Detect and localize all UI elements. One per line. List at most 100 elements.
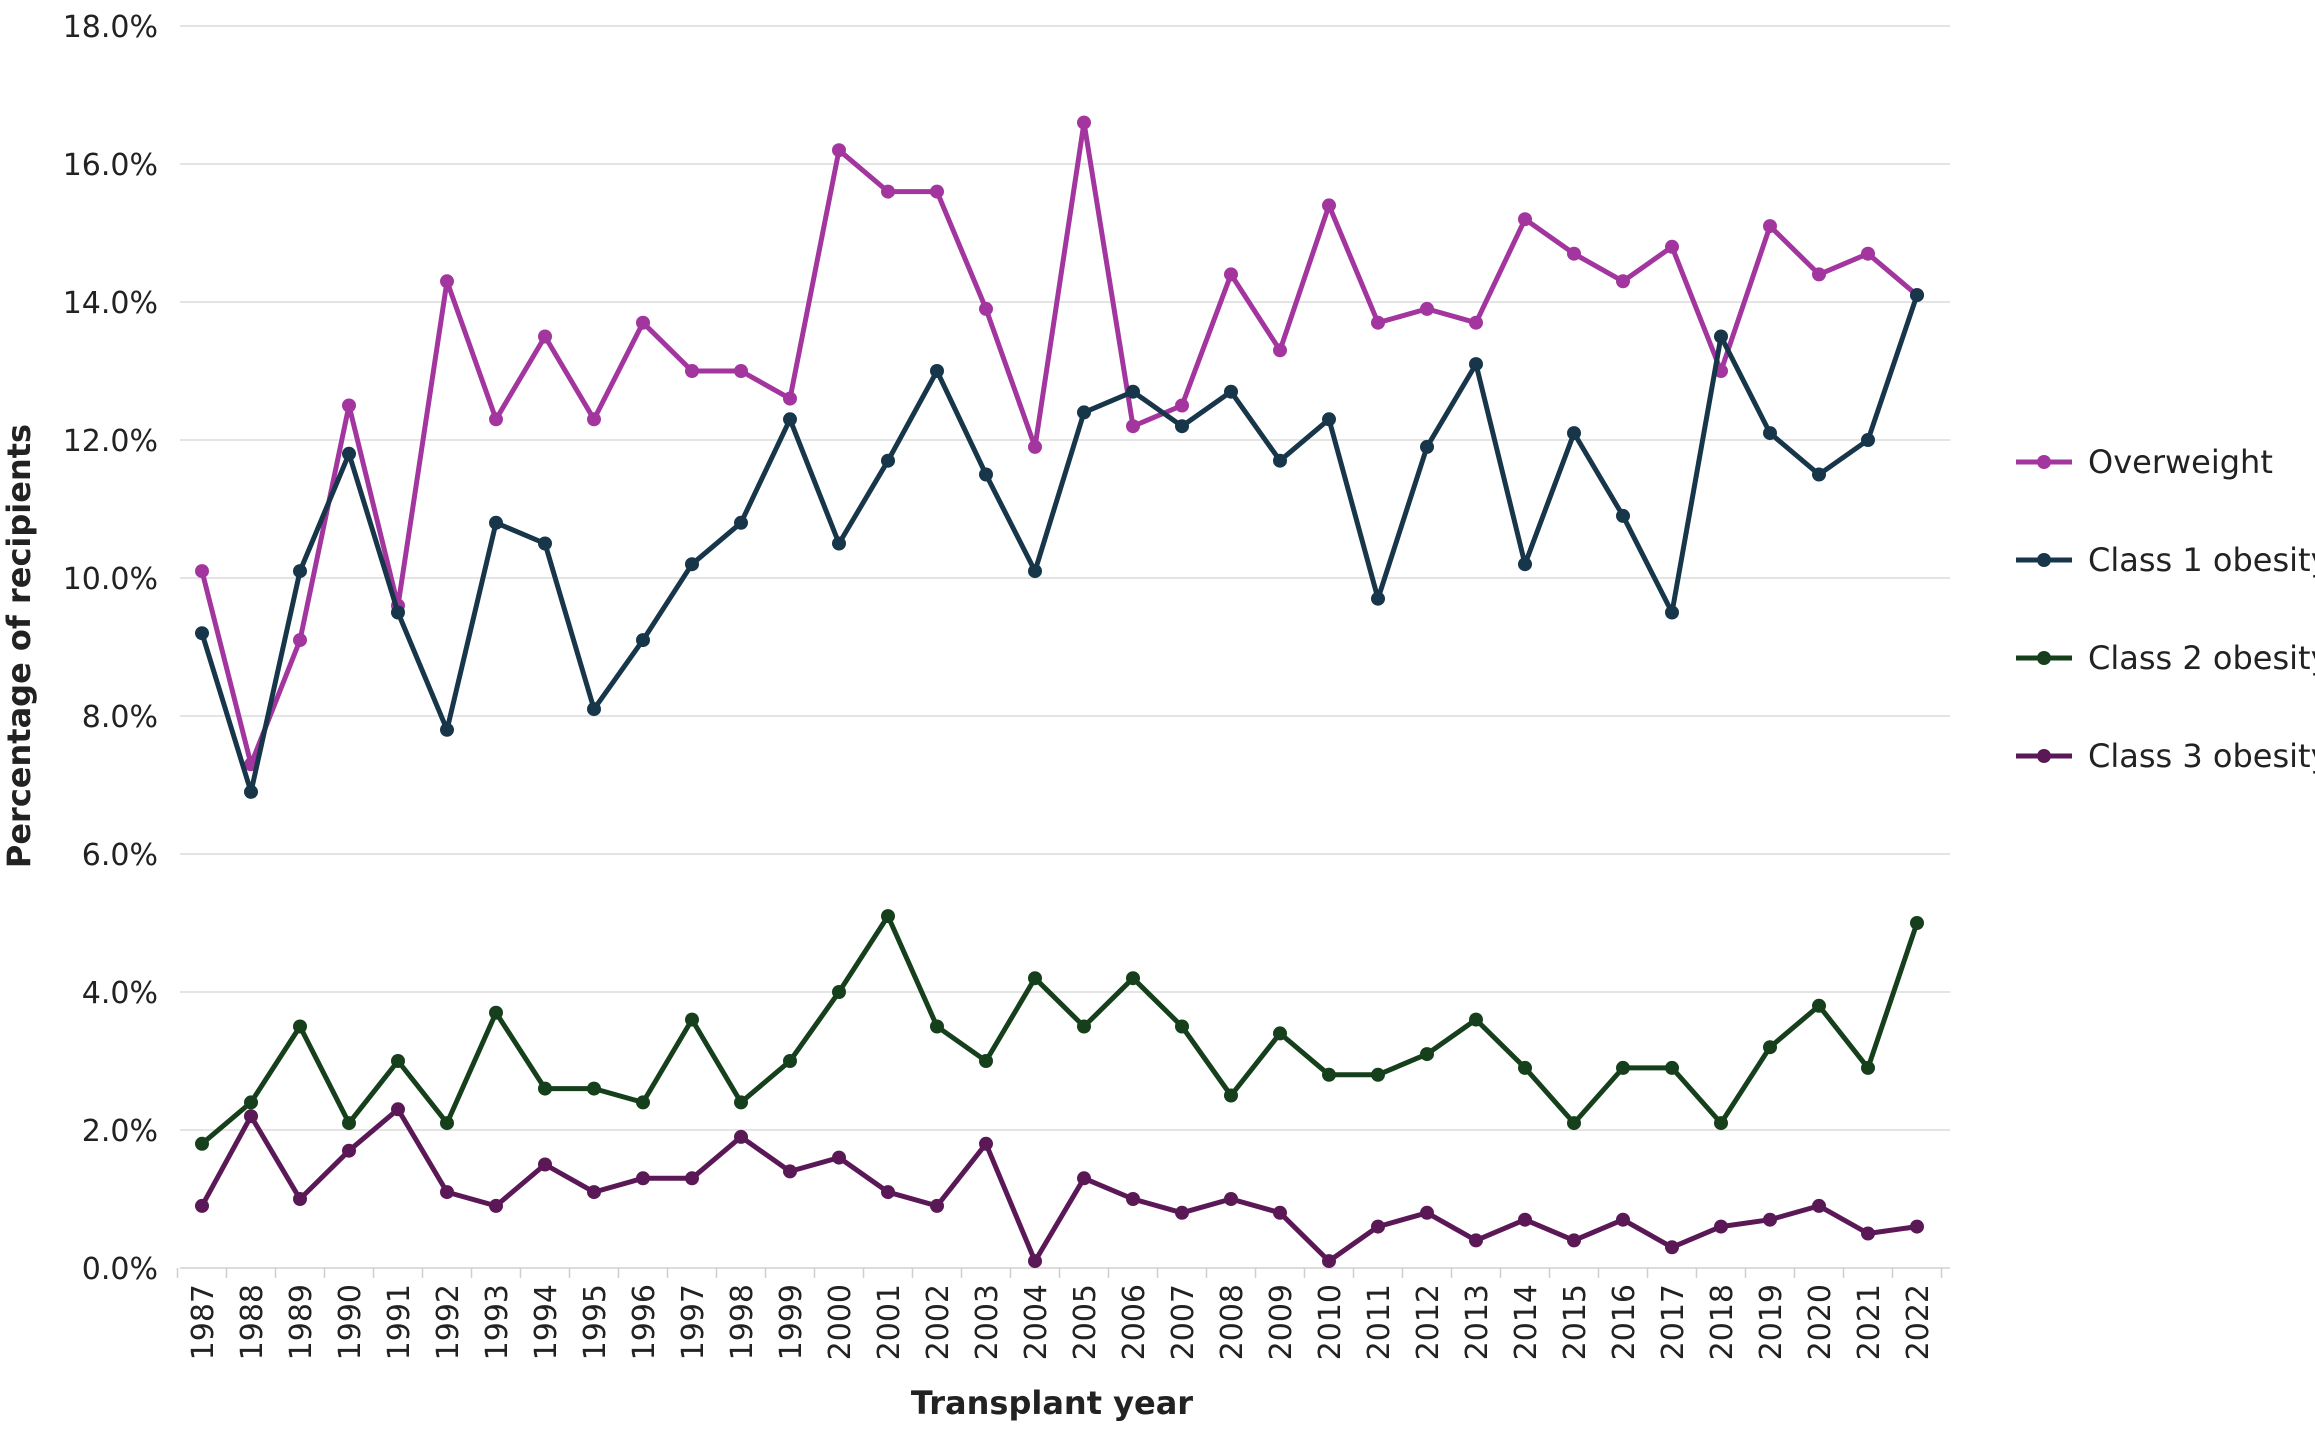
y-tick-label: 12.0% (63, 424, 158, 459)
data-point-class-2-obesity (440, 1116, 454, 1131)
data-point-class-3-obesity (1028, 1254, 1042, 1269)
data-point-class-1-obesity (979, 467, 993, 482)
legend-label: Overweight (2088, 443, 2273, 481)
data-point-class-1-obesity (1763, 426, 1777, 441)
data-point-class-2-obesity (293, 1019, 307, 1034)
data-point-overweight (1371, 315, 1385, 330)
data-point-class-2-obesity (832, 985, 846, 999)
data-point-class-2-obesity (783, 1054, 797, 1068)
data-point-class-3-obesity (1567, 1233, 1581, 1248)
data-point-class-1-obesity (195, 626, 209, 641)
series-class-3-obesity (195, 1102, 1924, 1269)
data-point-overweight (293, 633, 307, 648)
data-point-class-2-obesity (538, 1081, 552, 1096)
data-point-class-1-obesity (783, 412, 797, 427)
data-point-overweight (636, 315, 650, 330)
data-point-class-2-obesity (1224, 1088, 1238, 1103)
legend-item-class-3-obesity: Class 3 obesity (2016, 737, 2315, 775)
x-tick-label: 1996 (627, 1284, 662, 1360)
data-point-class-2-obesity (979, 1054, 993, 1068)
x-tick-label: 2020 (1803, 1284, 1838, 1360)
data-point-class-2-obesity (1322, 1067, 1336, 1082)
data-point-class-2-obesity (1126, 971, 1140, 986)
series-line-overweight (199, 120, 1920, 767)
data-point-class-2-obesity (342, 1116, 356, 1131)
data-point-class-1-obesity (1175, 419, 1189, 434)
series-overweight (195, 115, 1924, 772)
data-point-class-1-obesity (1910, 288, 1924, 303)
y-tick-label: 18.0% (63, 10, 158, 45)
x-tick-label: 2005 (1068, 1284, 1103, 1360)
data-point-class-2-obesity (1518, 1060, 1532, 1075)
data-point-overweight (979, 301, 993, 316)
legend-swatch-marker (2037, 651, 2051, 665)
data-point-class-2-obesity (1714, 1116, 1728, 1131)
data-point-class-3-obesity (1714, 1219, 1728, 1234)
x-tick-label: 2008 (1215, 1284, 1250, 1360)
data-point-class-3-obesity (1077, 1171, 1091, 1186)
data-point-class-2-obesity (244, 1095, 258, 1110)
data-point-overweight (1861, 246, 1875, 261)
data-point-class-3-obesity (881, 1185, 895, 1200)
y-axis: 0.0% 2.0% 4.0% 6.0% 8.0% 10.0% 12.0% 14.0% 16.0%… (63, 10, 158, 1287)
data-point-class-2-obesity (195, 1136, 209, 1151)
data-point-class-2-obesity (1273, 1026, 1287, 1041)
data-point-overweight (195, 564, 209, 579)
data-point-class-3-obesity (1812, 1198, 1826, 1213)
data-point-class-3-obesity (979, 1136, 993, 1151)
data-point-overweight (734, 364, 748, 378)
data-point-class-1-obesity (1518, 557, 1532, 572)
data-point-overweight (489, 412, 503, 427)
data-point-class-3-obesity (440, 1185, 454, 1200)
data-point-overweight (1077, 115, 1091, 130)
data-point-overweight (1322, 198, 1336, 213)
x-tick-label: 2011 (1362, 1284, 1397, 1360)
data-point-class-3-obesity (489, 1198, 503, 1213)
x-tick-label: 2022 (1901, 1284, 1936, 1360)
data-point-class-2-obesity (734, 1095, 748, 1110)
data-point-class-2-obesity (1077, 1019, 1091, 1034)
x-tick-label: 1991 (382, 1284, 417, 1360)
data-point-overweight (587, 412, 601, 427)
data-point-overweight (1616, 274, 1630, 289)
data-point-class-3-obesity (930, 1198, 944, 1213)
data-point-class-1-obesity (244, 784, 258, 799)
y-tick-label: 2.0% (82, 1114, 158, 1149)
y-tick-label: 4.0% (82, 976, 158, 1011)
data-point-overweight (1028, 439, 1042, 454)
data-point-overweight (1469, 315, 1483, 330)
x-tick-label: 2004 (1019, 1284, 1054, 1360)
legend-label: Class 3 obesity (2088, 737, 2315, 775)
data-point-class-1-obesity (1616, 508, 1630, 523)
data-point-overweight (930, 184, 944, 199)
data-point-class-1-obesity (832, 536, 846, 551)
data-point-class-1-obesity (636, 633, 650, 648)
y-tick-label: 16.0% (63, 148, 158, 183)
data-point-overweight (881, 184, 895, 199)
data-point-overweight (1420, 301, 1434, 316)
legend-label: Class 2 obesity (2088, 639, 2315, 677)
data-point-class-1-obesity (685, 557, 699, 572)
data-point-class-1-obesity (489, 515, 503, 530)
y-axis-title: Percentage of recipients (0, 424, 38, 868)
data-point-class-3-obesity (1469, 1233, 1483, 1248)
data-point-class-1-obesity (1224, 384, 1238, 399)
data-point-class-1-obesity (1861, 433, 1875, 447)
data-point-class-2-obesity (1028, 971, 1042, 986)
data-point-class-2-obesity (1665, 1060, 1679, 1075)
x-tick-label: 2012 (1411, 1284, 1446, 1360)
legend-item-class-2-obesity: Class 2 obesity (2016, 639, 2315, 677)
data-point-class-1-obesity (1077, 405, 1091, 420)
data-point-class-1-obesity (391, 605, 405, 620)
data-point-class-3-obesity (1910, 1219, 1924, 1234)
data-point-class-1-obesity (1420, 439, 1434, 454)
x-tick-label: 1998 (725, 1284, 760, 1360)
data-point-class-3-obesity (1518, 1212, 1532, 1227)
x-tick-label: 1988 (235, 1284, 270, 1360)
x-tick-label: 1989 (284, 1284, 319, 1360)
x-tick-label: 2006 (1117, 1284, 1152, 1360)
legend-label: Class 1 obesity (2088, 541, 2315, 579)
x-tick-label: 2002 (921, 1284, 956, 1360)
series-line-class-1-obesity (199, 292, 1920, 795)
data-point-class-3-obesity (391, 1102, 405, 1117)
